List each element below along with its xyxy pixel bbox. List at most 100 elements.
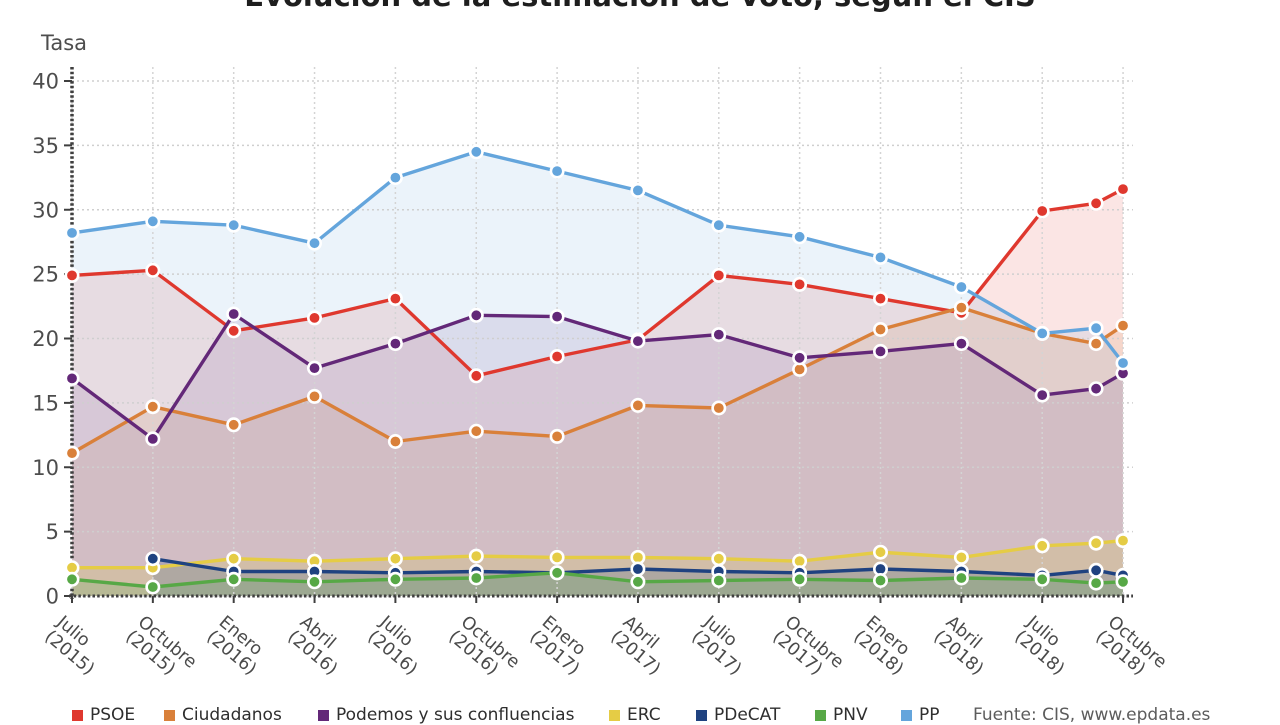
- data-point-podemos-y-sus-confluencias[interactable]: [306, 360, 322, 376]
- data-point-pnv[interactable]: [1115, 574, 1131, 590]
- data-point-ciudadanos[interactable]: [711, 400, 727, 416]
- data-point-psoe[interactable]: [549, 348, 565, 364]
- data-point-podemos-y-sus-confluencias[interactable]: [145, 431, 161, 447]
- data-point-pdecat[interactable]: [145, 551, 161, 567]
- data-point-erc[interactable]: [1034, 538, 1050, 554]
- data-point-pnv[interactable]: [468, 570, 484, 586]
- area-fill-psoe: [72, 189, 1123, 596]
- data-point-pp[interactable]: [226, 217, 242, 233]
- data-point-pnv[interactable]: [711, 572, 727, 588]
- data-point-pp[interactable]: [468, 144, 484, 160]
- data-point-erc[interactable]: [953, 549, 969, 565]
- data-point-podemos-y-sus-confluencias[interactable]: [64, 370, 80, 386]
- data-point-erc[interactable]: [549, 549, 565, 565]
- data-point-erc[interactable]: [226, 551, 242, 567]
- data-point-pnv[interactable]: [1088, 575, 1104, 591]
- area-fill-pnv: [72, 572, 1123, 596]
- data-point-podemos-y-sus-confluencias[interactable]: [549, 309, 565, 325]
- data-point-ciudadanos[interactable]: [872, 321, 888, 337]
- y-tick-label: 0: [46, 585, 59, 609]
- data-point-psoe[interactable]: [306, 310, 322, 326]
- data-point-erc[interactable]: [387, 551, 403, 567]
- data-point-psoe[interactable]: [1034, 203, 1050, 219]
- data-point-erc[interactable]: [1088, 535, 1104, 551]
- data-point-pp[interactable]: [306, 235, 322, 251]
- y-tick-label: 35: [32, 134, 59, 158]
- y-tick-label: 20: [32, 327, 59, 351]
- data-point-podemos-y-sus-confluencias[interactable]: [1034, 387, 1050, 403]
- data-point-ciudadanos[interactable]: [64, 445, 80, 461]
- data-point-podemos-y-sus-confluencias[interactable]: [387, 336, 403, 352]
- data-point-podemos-y-sus-confluencias[interactable]: [792, 350, 808, 366]
- area-fill-ciudadanos: [72, 307, 1123, 596]
- data-point-podemos-y-sus-confluencias[interactable]: [630, 333, 646, 349]
- data-point-pp[interactable]: [64, 225, 80, 241]
- data-point-pdecat[interactable]: [1088, 562, 1104, 578]
- gridlines: [71, 67, 1133, 597]
- data-point-pp[interactable]: [1088, 320, 1104, 336]
- chart-title: Evolución de la estimación de voto, segú…: [0, 0, 1280, 13]
- data-point-ciudadanos[interactable]: [387, 433, 403, 449]
- data-point-ciudadanos[interactable]: [145, 399, 161, 415]
- data-point-psoe[interactable]: [468, 368, 484, 384]
- data-point-psoe[interactable]: [64, 267, 80, 283]
- data-point-ciudadanos[interactable]: [630, 397, 646, 413]
- data-point-psoe[interactable]: [711, 267, 727, 283]
- data-point-pnv[interactable]: [387, 571, 403, 587]
- data-point-ciudadanos[interactable]: [1115, 318, 1131, 334]
- data-point-pnv[interactable]: [226, 571, 242, 587]
- y-tick-label: 25: [32, 263, 59, 287]
- data-point-psoe[interactable]: [1088, 195, 1104, 211]
- data-point-podemos-y-sus-confluencias[interactable]: [468, 307, 484, 323]
- data-point-pp[interactable]: [711, 217, 727, 233]
- data-point-psoe[interactable]: [792, 276, 808, 292]
- data-point-erc[interactable]: [468, 548, 484, 564]
- y-tick-label: 15: [32, 391, 59, 415]
- data-point-ciudadanos[interactable]: [468, 423, 484, 439]
- data-point-pnv[interactable]: [1034, 571, 1050, 587]
- area-fills: [72, 151, 1124, 597]
- data-point-pnv[interactable]: [64, 571, 80, 587]
- data-point-erc[interactable]: [1115, 533, 1131, 549]
- data-point-pp[interactable]: [792, 229, 808, 245]
- series-podemos-y-sus-confluencias: [64, 306, 1131, 447]
- data-point-podemos-y-sus-confluencias[interactable]: [1088, 381, 1104, 397]
- data-point-pp[interactable]: [953, 279, 969, 295]
- data-point-podemos-y-sus-confluencias[interactable]: [711, 327, 727, 343]
- data-point-pnv[interactable]: [549, 565, 565, 581]
- data-point-podemos-y-sus-confluencias[interactable]: [226, 306, 242, 322]
- data-point-pp[interactable]: [1115, 355, 1131, 371]
- data-point-psoe[interactable]: [145, 262, 161, 278]
- data-point-pnv[interactable]: [872, 572, 888, 588]
- data-point-psoe[interactable]: [1115, 181, 1131, 197]
- data-point-podemos-y-sus-confluencias[interactable]: [872, 343, 888, 359]
- data-point-pp[interactable]: [145, 213, 161, 229]
- data-point-erc[interactable]: [872, 544, 888, 560]
- data-point-ciudadanos[interactable]: [226, 417, 242, 433]
- data-point-erc[interactable]: [711, 551, 727, 567]
- data-point-psoe[interactable]: [226, 323, 242, 339]
- data-point-pnv[interactable]: [792, 571, 808, 587]
- data-point-ciudadanos[interactable]: [953, 300, 969, 316]
- data-point-pp[interactable]: [1034, 325, 1050, 341]
- data-point-pdecat[interactable]: [630, 561, 646, 577]
- data-point-ciudadanos[interactable]: [306, 388, 322, 404]
- data-point-pp[interactable]: [549, 163, 565, 179]
- data-point-pnv[interactable]: [306, 574, 322, 590]
- series-pnv: [64, 565, 1131, 595]
- data-point-psoe[interactable]: [872, 291, 888, 307]
- data-point-ciudadanos[interactable]: [549, 428, 565, 444]
- data-point-pnv[interactable]: [953, 570, 969, 586]
- data-point-pp[interactable]: [630, 182, 646, 198]
- y-tick-labels: 0 5 10 15 20 25 30 35 40: [32, 70, 59, 609]
- data-point-pp[interactable]: [872, 249, 888, 265]
- data-point-pnv[interactable]: [145, 579, 161, 595]
- data-point-pp[interactable]: [387, 170, 403, 186]
- data-point-ciudadanos[interactable]: [1088, 336, 1104, 352]
- data-point-psoe[interactable]: [387, 291, 403, 307]
- y-tick-label: 30: [32, 198, 59, 222]
- y-axis-title: Tasa: [41, 31, 88, 55]
- data-point-pnv[interactable]: [630, 574, 646, 590]
- data-point-podemos-y-sus-confluencias[interactable]: [953, 336, 969, 352]
